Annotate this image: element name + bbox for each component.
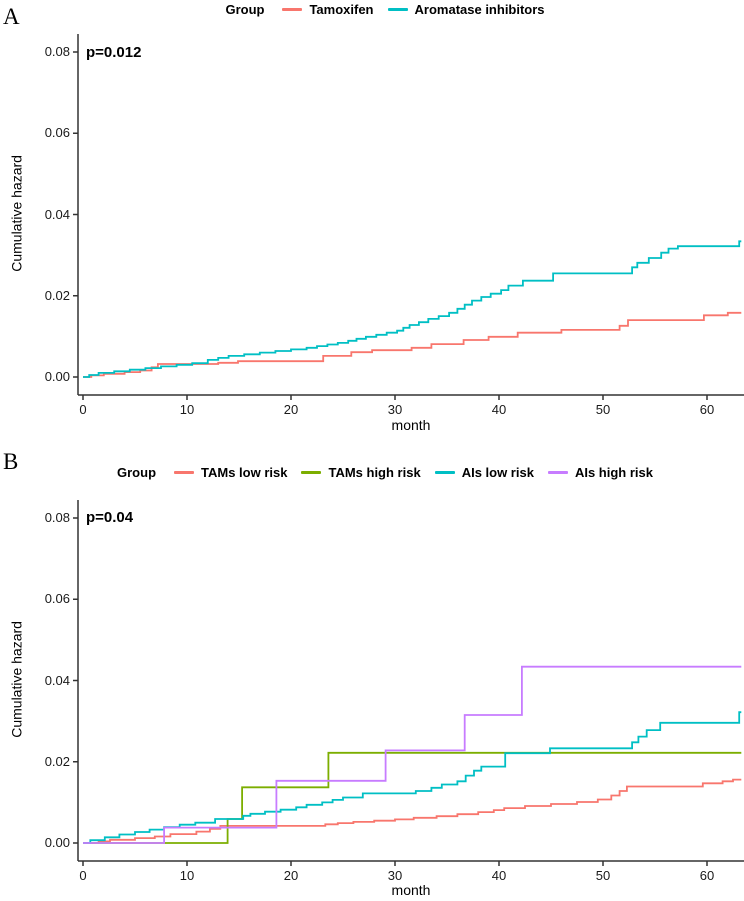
legend-key-line-icon [434, 470, 455, 474]
x-tick-label: 20 [283, 868, 299, 883]
x-tick-label: 30 [387, 402, 403, 417]
legend-item-label: TAMs low risk [201, 464, 288, 480]
panel-a-x-axis-title: month [391, 417, 431, 433]
x-tick-label: 20 [283, 402, 299, 417]
legend-item-label: AIs high risk [574, 464, 653, 480]
series-path-tamoxifen [83, 311, 742, 378]
y-tick-label: 0.02 [44, 753, 70, 769]
series-path-aromatase-inhibitors [83, 240, 742, 378]
panel-a-pvalue: p=0.012 [86, 44, 142, 61]
legend-key-line-icon [174, 470, 195, 474]
legend-key-line-icon [301, 470, 322, 474]
y-tick-label: 0.08 [44, 510, 70, 525]
x-tick-label: 50 [595, 402, 611, 417]
legend-item-ais-low-risk: AIs low risk [434, 464, 534, 480]
x-tick-label: 50 [595, 868, 611, 883]
y-tick-label: 0.04 [44, 206, 70, 222]
legend-item-label: TAMs high risk [328, 464, 421, 480]
x-tick-label: 40 [491, 868, 507, 883]
y-tick-label: 0.00 [44, 369, 70, 384]
legend-item-tams-low-risk: TAMs low risk [174, 465, 287, 480]
legend-item-aromatase-inhibitors: Aromatase inhibitors [387, 1, 545, 17]
x-tick-label: 10 [179, 402, 195, 417]
panel-b-pvalue: p=0.04 [86, 509, 134, 526]
panel-a-label: A [3, 4, 20, 29]
series-path-ais-high-risk [83, 665, 742, 844]
panel-b-y-axis-title: Cumulative hazard [8, 621, 25, 738]
series-path-tams-low-risk [83, 778, 742, 844]
legend-item-tamoxifen: Tamoxifen [282, 1, 374, 17]
y-tick-label: 0.06 [44, 591, 70, 607]
x-tick-label: 0 [79, 868, 87, 883]
legend-key-line-icon [387, 7, 408, 11]
legend-item-ais-high-risk: AIs high risk [547, 464, 653, 480]
series-path-tams-high-risk [83, 751, 742, 844]
y-tick-label: 0.02 [44, 287, 70, 303]
y-tick-label: 0.06 [44, 125, 70, 141]
legend-item-label: Aromatase inhibitors [414, 1, 545, 17]
y-tick-label: 0.08 [44, 44, 70, 59]
series-path-ais-low-risk [83, 711, 742, 844]
panel-a-legend: Group Tamoxifen Aromatase inhibitors [26, 0, 744, 18]
panel-b-label: B [3, 449, 19, 474]
y-tick-label: 0.00 [44, 835, 70, 850]
x-tick-label: 40 [491, 402, 507, 417]
legend-title: Group [225, 1, 265, 17]
panel-b-x-axis-title: month [391, 882, 431, 898]
legend-item-label: Tamoxifen [309, 1, 374, 17]
x-tick-label: 30 [387, 868, 403, 883]
legend-title: Group [117, 464, 157, 480]
legend-key-line-icon [282, 7, 303, 11]
legend-item-label: AIs low risk [461, 464, 534, 480]
y-tick-label: 0.04 [44, 672, 70, 688]
x-tick-label: 10 [179, 868, 195, 883]
panel-b-legend: Group TAMs low risk TAMs high risk AIs low … [26, 463, 744, 481]
legend-item-tams-high-risk: TAMs high risk [301, 464, 421, 480]
x-tick-label: 60 [699, 402, 715, 417]
x-tick-label: 0 [79, 402, 87, 417]
legend-key-line-icon [547, 470, 568, 474]
x-tick-label: 60 [699, 868, 715, 883]
panel-a-y-axis-title: Cumulative hazard [8, 155, 25, 272]
